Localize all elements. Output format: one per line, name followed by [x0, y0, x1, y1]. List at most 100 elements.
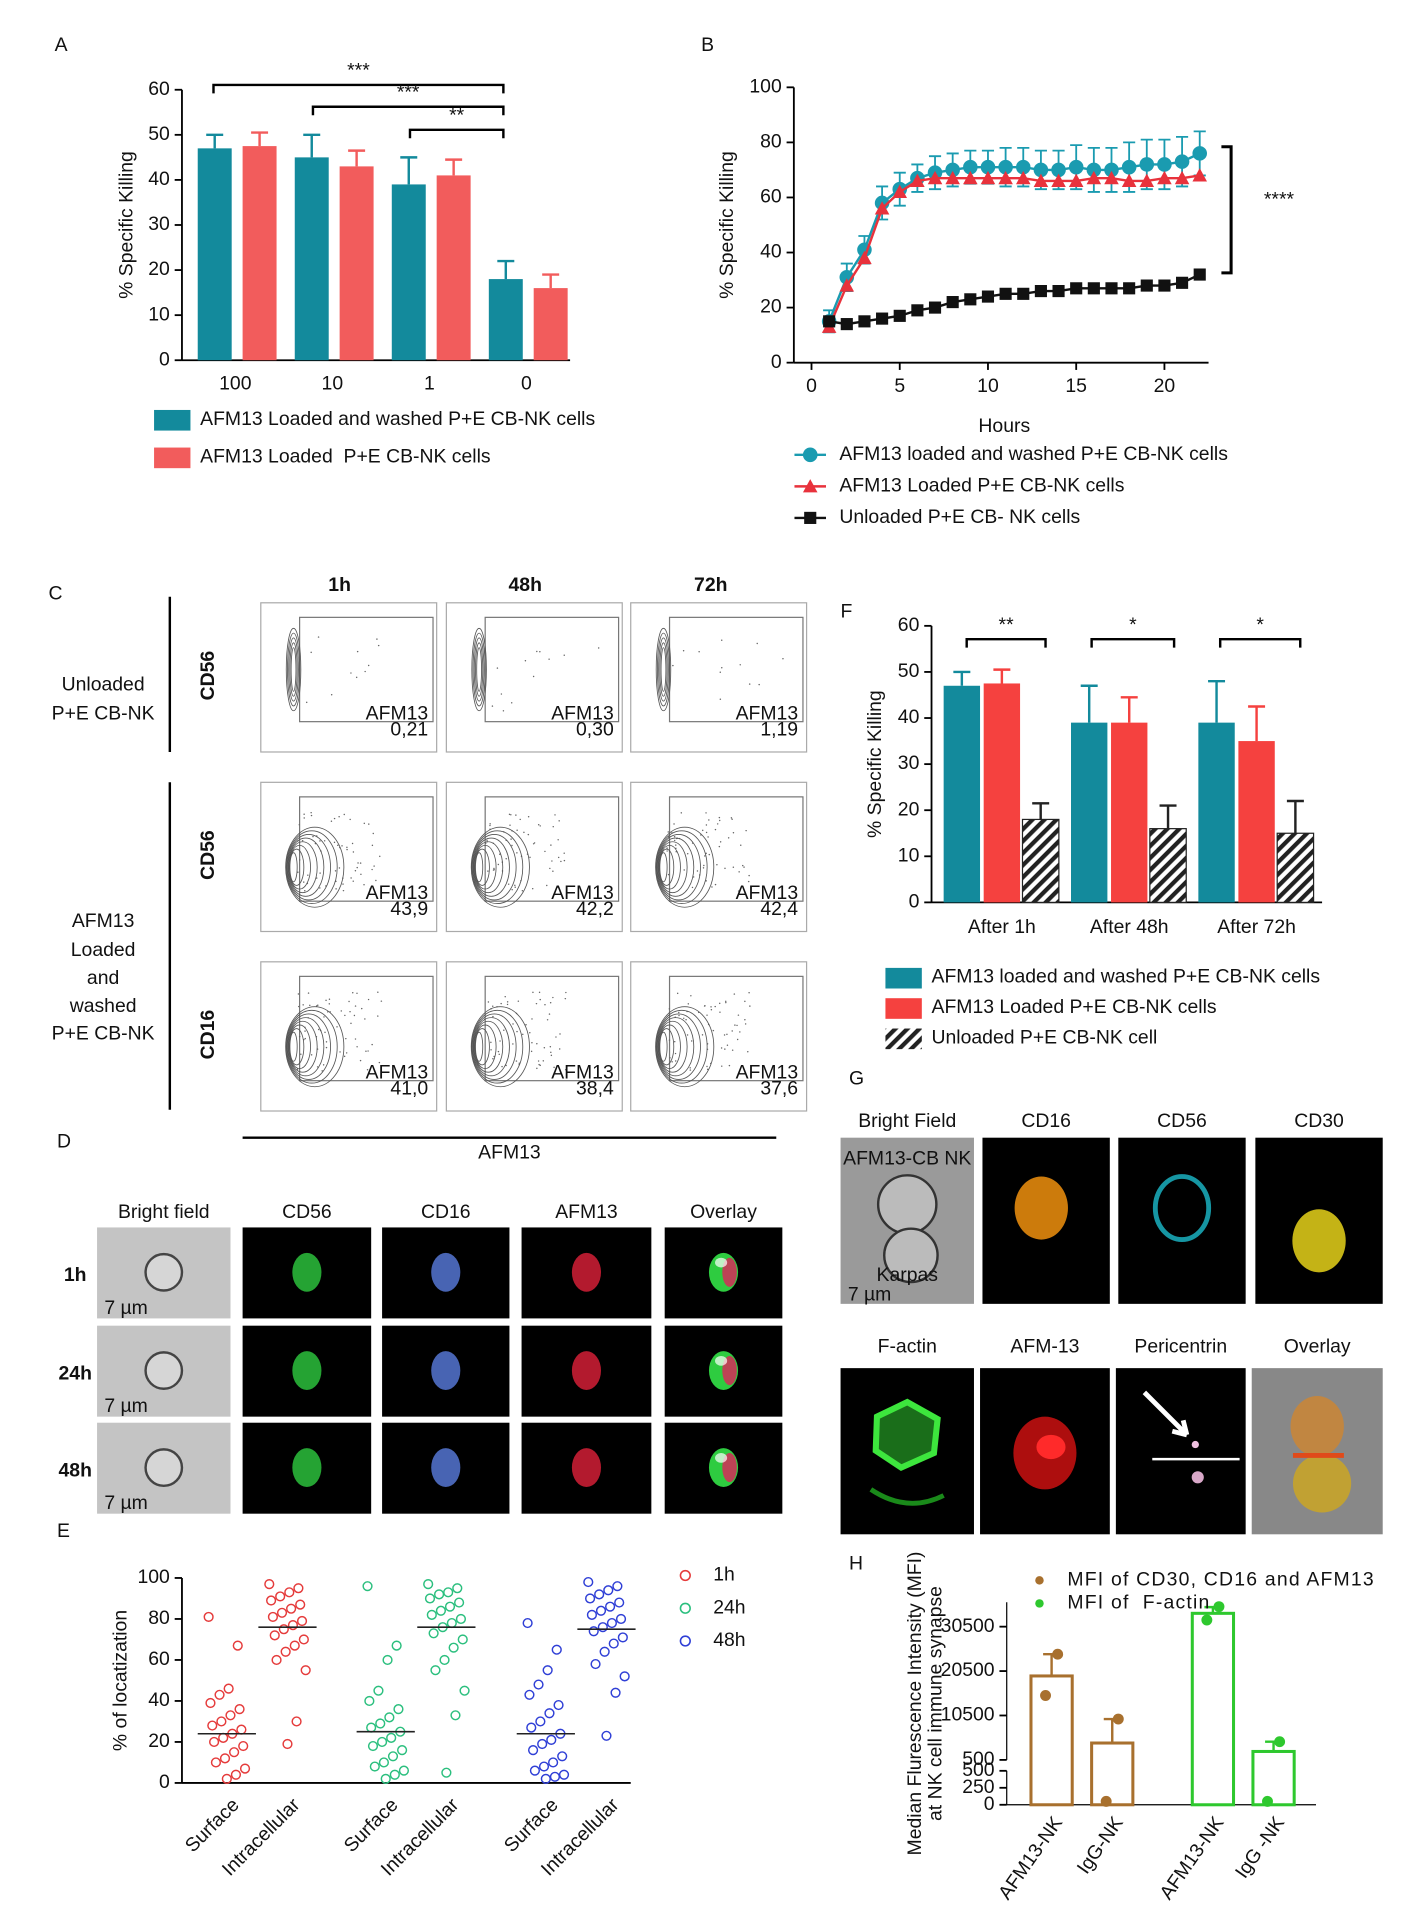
event	[360, 873, 362, 876]
data-point	[1262, 1795, 1273, 1807]
event	[492, 1015, 494, 1018]
marker	[1051, 162, 1066, 178]
row-label: P+E CB-NK	[52, 1023, 155, 1045]
event	[356, 992, 358, 995]
error-bar	[1208, 679, 1226, 723]
contour	[470, 826, 530, 908]
data-point	[448, 1642, 459, 1653]
y-tick-label: 20	[148, 258, 170, 280]
contour	[285, 1006, 345, 1088]
contour	[655, 830, 708, 905]
event	[675, 851, 677, 853]
event	[364, 1018, 366, 1020]
marker	[823, 315, 836, 328]
event	[505, 858, 507, 860]
data-point	[424, 1593, 436, 1604]
event	[532, 675, 535, 678]
marker	[874, 201, 890, 215]
marker	[946, 296, 959, 309]
marker	[1139, 157, 1155, 172]
event	[557, 839, 559, 841]
event	[498, 1053, 500, 1056]
marker	[1104, 170, 1119, 185]
event	[732, 832, 735, 834]
data-point	[617, 1632, 628, 1643]
event	[371, 844, 374, 847]
data-point	[232, 1640, 243, 1651]
event	[330, 820, 333, 822]
event	[678, 1014, 680, 1017]
event	[546, 884, 548, 887]
error-bar	[206, 133, 224, 149]
event	[721, 667, 723, 669]
data-point	[295, 1599, 306, 1610]
event	[368, 823, 370, 825]
event	[343, 813, 345, 816]
marker	[1033, 173, 1049, 188]
event	[507, 883, 510, 885]
marker	[1140, 279, 1153, 292]
contour	[473, 841, 504, 894]
event	[363, 822, 366, 825]
marker	[911, 304, 924, 317]
scale-bar: 7 µm	[104, 1492, 148, 1514]
contour	[287, 1020, 318, 1073]
event	[349, 1010, 351, 1013]
data-point	[286, 1603, 297, 1614]
event	[324, 1031, 326, 1034]
event	[710, 1006, 712, 1008]
marker	[892, 184, 908, 199]
event	[500, 1002, 502, 1005]
data-point	[542, 1665, 553, 1676]
legend-marker	[679, 1569, 691, 1582]
gate	[299, 796, 434, 902]
data-point	[386, 1732, 397, 1743]
legend-label: AFM13 Loaded P+E CB-NK cells	[932, 996, 1217, 1018]
event	[333, 841, 336, 844]
data-point	[599, 1646, 610, 1657]
event	[686, 853, 689, 855]
event	[354, 870, 357, 872]
data-point	[369, 1761, 380, 1772]
event	[554, 814, 556, 816]
gate-label: AFM13	[736, 1062, 799, 1084]
annotation: **	[999, 614, 1015, 636]
data-point	[538, 1761, 550, 1772]
bar	[294, 157, 329, 361]
y-tick-label: 60	[148, 78, 170, 100]
event	[701, 1034, 704, 1036]
data-point	[608, 1638, 619, 1649]
y-tick-label: 50	[898, 660, 920, 682]
x-tick-label: After 48h	[1090, 916, 1169, 938]
event	[674, 1052, 677, 1055]
contour	[288, 844, 311, 890]
event	[487, 870, 489, 872]
data-point	[364, 1695, 375, 1707]
event	[504, 995, 506, 998]
data-point	[1040, 1690, 1051, 1701]
bracket	[1218, 637, 1302, 648]
error-bar	[497, 259, 515, 280]
event	[373, 865, 375, 867]
data-point	[393, 1704, 404, 1715]
contour	[288, 1028, 305, 1066]
event	[350, 877, 352, 879]
y-axis-label: % Specific Killing	[864, 690, 886, 838]
event	[516, 1030, 518, 1033]
event	[530, 1050, 533, 1053]
y-tick-label: 80	[148, 1607, 170, 1629]
legend-label: Unloaded P+E CB- NK cells	[839, 506, 1080, 528]
event	[732, 866, 735, 868]
legend-marker	[1035, 1576, 1044, 1585]
event	[549, 1001, 552, 1004]
event	[304, 1030, 306, 1032]
event	[552, 996, 554, 999]
contour	[659, 1031, 668, 1062]
data-point	[223, 1683, 234, 1694]
marker	[1123, 282, 1136, 295]
cell	[883, 1227, 939, 1284]
event	[349, 818, 351, 821]
data-point	[597, 1622, 608, 1633]
event	[361, 1007, 363, 1010]
marker	[998, 170, 1013, 185]
